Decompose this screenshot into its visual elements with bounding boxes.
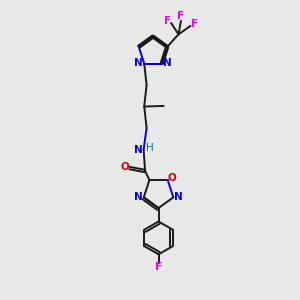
Text: H: H — [146, 143, 154, 153]
Text: N: N — [163, 58, 172, 68]
Text: N: N — [174, 192, 183, 202]
Text: N: N — [134, 58, 143, 68]
Text: O: O — [121, 162, 130, 172]
Text: F: F — [191, 19, 198, 28]
Text: F: F — [164, 16, 171, 26]
Text: F: F — [177, 11, 184, 21]
Text: N: N — [134, 192, 143, 202]
Text: O: O — [168, 172, 176, 183]
Text: N: N — [134, 145, 142, 154]
Text: F: F — [155, 262, 162, 272]
